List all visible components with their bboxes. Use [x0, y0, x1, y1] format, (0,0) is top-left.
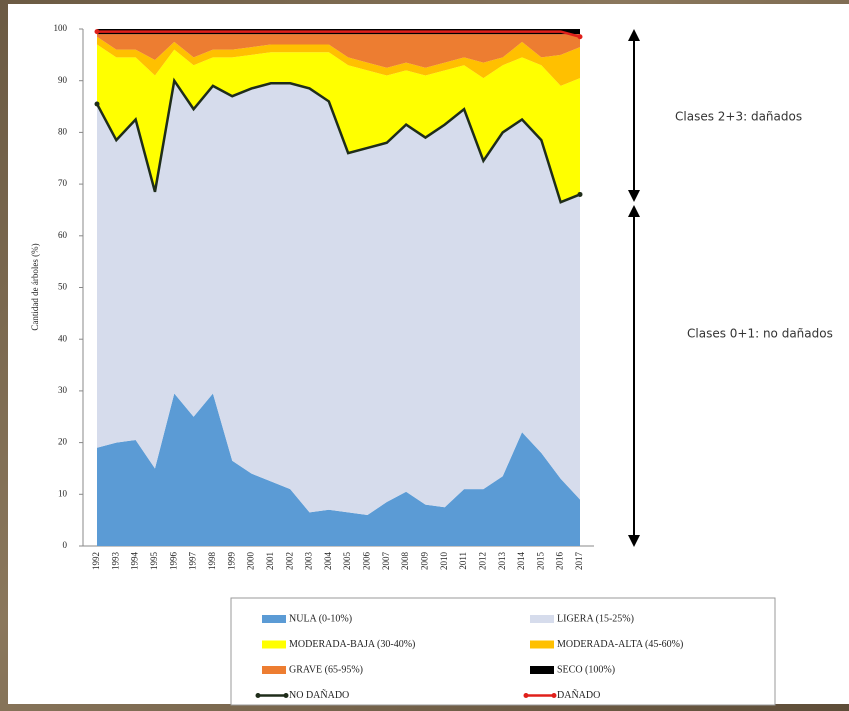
x-tick-label: 2009 [420, 552, 430, 571]
area [97, 34, 580, 68]
x-tick-label: 2007 [381, 552, 391, 571]
x-tick-label: 2016 [555, 552, 565, 571]
legend-swatch [530, 640, 554, 649]
x-tick-label: 1992 [91, 552, 101, 570]
legend-label: LIGERA (15-25%) [557, 613, 634, 624]
y-tick-label: 90 [58, 75, 68, 85]
legend-swatch [283, 693, 289, 698]
y-tick-label: 0 [63, 540, 68, 550]
legend-box [230, 597, 776, 706]
y-tick-label: 10 [58, 488, 68, 498]
x-tick-label: 2013 [497, 552, 507, 571]
x-tick-label: 1994 [130, 552, 140, 571]
line-end-marker [94, 29, 100, 35]
legend-label: GRAVE (65-95%) [289, 664, 363, 675]
legend-swatch [530, 615, 554, 623]
legend-label: SECO (100%) [557, 664, 615, 675]
x-tick-label: 2015 [535, 552, 545, 571]
x-tick-label: 2017 [574, 552, 584, 571]
area [97, 80, 580, 515]
x-tick-label: 1996 [168, 552, 178, 571]
y-tick-label: 40 [58, 333, 68, 343]
line [95, 77, 581, 204]
annotation: Clases 2+3: dañados [675, 110, 802, 124]
legend-swatch [530, 666, 554, 674]
x-tick-label: 2010 [439, 552, 449, 571]
x-tick-label: 1993 [110, 552, 120, 571]
arrows [628, 29, 640, 547]
x-tick-label: 2008 [400, 552, 410, 571]
x-tick-label: 1999 [226, 552, 236, 571]
y-tick-label: 60 [58, 230, 68, 240]
legend-label: MODERADA-BAJA (30-40%) [289, 639, 415, 650]
x-tick-label: 2004 [323, 552, 333, 571]
area [97, 36, 580, 86]
x-tick-label: 2012 [477, 552, 487, 570]
annotation: Clases 0+1: no dañados [687, 327, 833, 341]
legend-label: NULA (0-10%) [289, 613, 352, 624]
x-tick-label: 2000 [246, 552, 256, 571]
x-tick-label: 1997 [188, 552, 198, 571]
legend-swatch [262, 666, 286, 674]
y-tick-label: 80 [58, 126, 68, 136]
x-tick-label: 2005 [342, 552, 352, 571]
legend-swatch [551, 693, 557, 698]
line-end-marker [577, 191, 583, 197]
line [97, 30, 581, 38]
x-tick-label: 1998 [207, 552, 217, 571]
y-tick-label: 50 [58, 282, 68, 292]
legend-label: DAÑADO [557, 689, 600, 701]
x-tick-label: 2001 [265, 552, 275, 570]
x-tick-label: 2006 [362, 552, 372, 571]
x-tick-label: 2014 [516, 552, 526, 571]
y-tick-label: 20 [58, 437, 68, 447]
legend-swatch [523, 693, 529, 698]
x-tick-label: 2003 [304, 552, 314, 571]
legend-label: NO DAÑADO [289, 689, 349, 701]
x-tick-label: 2002 [284, 552, 294, 570]
area [97, 393, 580, 546]
line-end-marker [577, 34, 583, 40]
legend-swatch [262, 615, 286, 623]
y-tick-label: 100 [54, 23, 68, 33]
legend-swatch [255, 693, 261, 698]
y-axis-label: Cantidad de árboles (%) [30, 243, 40, 330]
legend-swatch [262, 640, 286, 649]
x-tick-label: 2011 [458, 552, 468, 570]
y-tick-label: 30 [58, 385, 68, 395]
area [97, 44, 580, 203]
line-end-marker [94, 101, 100, 107]
legend-label: MODERADA-ALTA (45-60%) [557, 639, 683, 650]
y-tick-label: 70 [58, 178, 68, 188]
x-tick-label: 1995 [149, 552, 159, 571]
